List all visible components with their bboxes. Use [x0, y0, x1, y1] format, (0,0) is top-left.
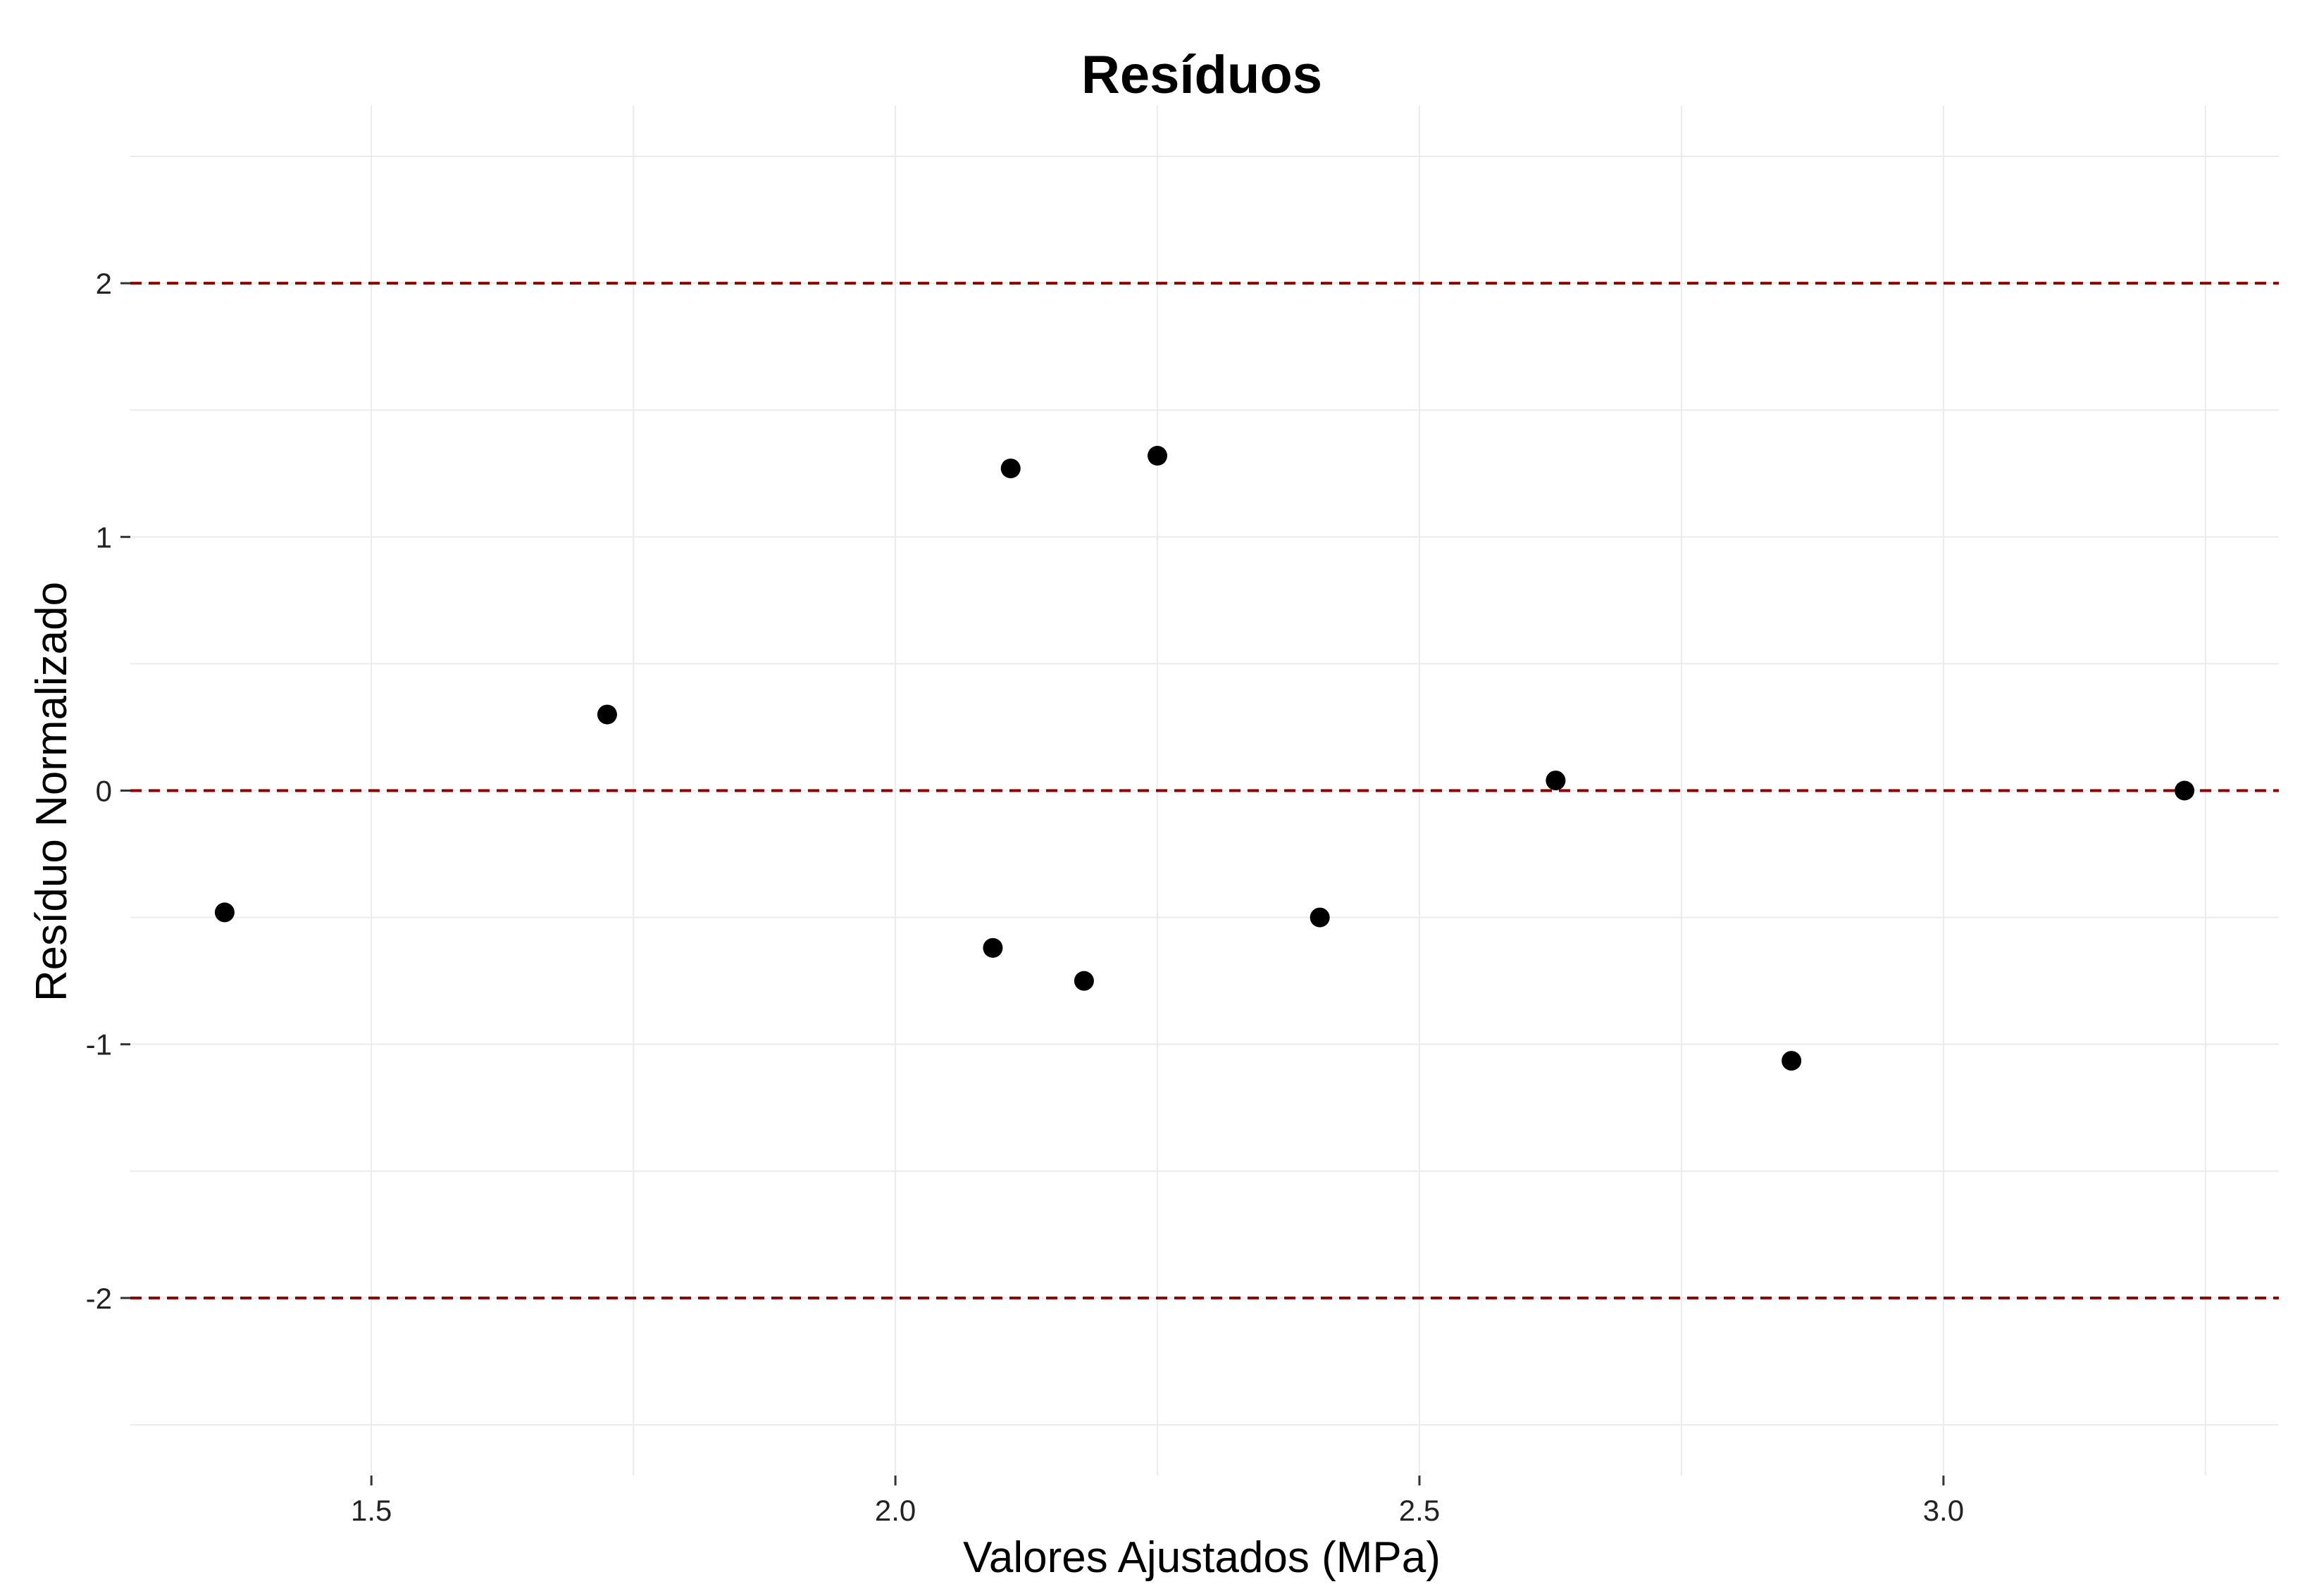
data-point [2175, 780, 2195, 801]
y-tick-label: 2 [96, 267, 112, 300]
reference-lines [130, 282, 2279, 1299]
y-tick-label: 0 [96, 775, 112, 808]
x-tick-label: 2.5 [1399, 1494, 1440, 1527]
axes: -2 -1 0 1 2 1.5 2.0 2.5 3.0 [86, 267, 1964, 1527]
data-point [1546, 771, 1566, 791]
data-point [1148, 446, 1168, 466]
chart-title: Resíduos [1081, 45, 1322, 105]
data-points [214, 446, 2195, 1071]
grid-lines [130, 106, 2279, 1476]
y-tick-label: -1 [86, 1028, 112, 1061]
data-point [214, 902, 235, 923]
y-tick-label: 1 [96, 520, 112, 554]
data-point [1000, 459, 1021, 479]
x-tick-label: 1.5 [351, 1494, 392, 1527]
data-point [983, 937, 1003, 958]
x-tick-label: 2.0 [875, 1494, 916, 1527]
y-tick-label: -2 [86, 1282, 112, 1315]
data-point [1310, 907, 1330, 928]
data-point [1781, 1051, 1802, 1071]
y-axis-label: Resíduo Normalizado [27, 582, 76, 1002]
data-point [1074, 971, 1094, 991]
x-axis-label: Valores Ajustados (MPa) [963, 1533, 1441, 1582]
data-point [597, 704, 617, 725]
x-tick-label: 3.0 [1923, 1494, 1964, 1527]
